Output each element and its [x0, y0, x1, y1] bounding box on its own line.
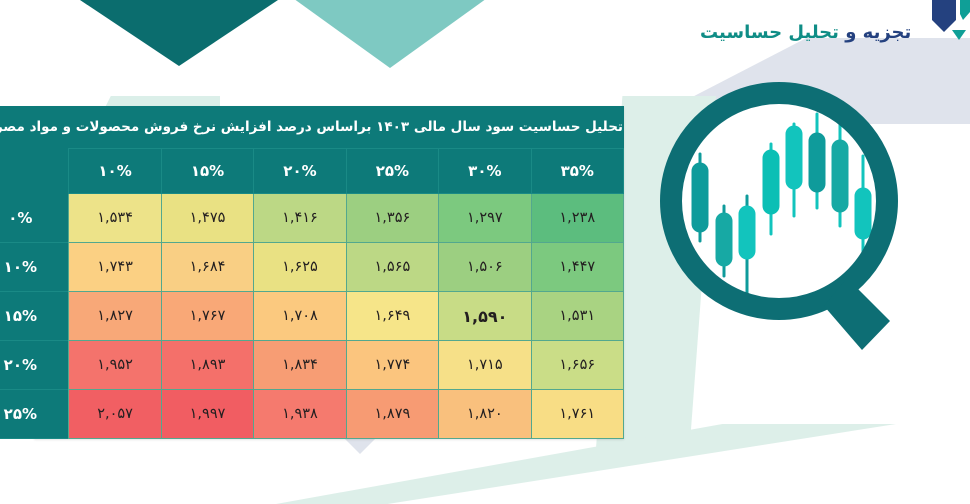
table-cell: ۱,۸۹۳ [160, 340, 255, 390]
row-header-4: ۲۵% [0, 389, 70, 439]
table-cell: ۱,۷۴۳ [68, 242, 162, 292]
table-cell: ۱,۹۹۷ [160, 389, 255, 439]
table-cell: ۱,۷۶۷ [160, 291, 255, 341]
row-header-0: ۰% [0, 193, 70, 243]
row-header-2: ۱۵% [0, 291, 70, 341]
table-cell: ۱,۶۵۶ [530, 340, 625, 390]
table-cell: ۱,۴۷۵ [160, 193, 255, 243]
decor-chevron-light [240, 0, 540, 68]
table-cell: ۱,۸۷۹ [345, 389, 440, 439]
table-cell: ۱,۴۴۷ [530, 242, 625, 292]
table-corner-cell [0, 148, 70, 194]
table-cell: ۱,۴۱۶ [253, 193, 347, 243]
table-cell: ۱,۶۴۹ [345, 291, 440, 341]
row-header-3: ۲۰% [0, 340, 70, 390]
table-cell: ۱,۳۵۶ [345, 193, 440, 243]
table-body: ۱,۲۳۸ ۱,۲۹۷ ۱,۳۵۶ ۱,۴۱۶ ۱,۴۷۵ ۱,۵۳۴ ۰% ۱,۴۴۷ ۱,۵… [0, 193, 625, 439]
table-cell: ۱,۶۸۴ [160, 242, 255, 292]
table-cell: ۱,۸۲۰ [438, 389, 532, 439]
table-row: ۱,۲۳۸ ۱,۲۹۷ ۱,۳۵۶ ۱,۴۱۶ ۱,۴۷۵ ۱,۵۳۴ ۰% [0, 193, 625, 243]
column-header-1: ۳۰% [438, 148, 532, 194]
table-header-row: ۳۵% ۳۰% ۲۵% ۲۰% ۱۵% ۱۰% [0, 148, 625, 194]
sensitivity-analysis-table: تحلیل حساسیت سود سال مالی ۱۴۰۳ براساس در… [0, 106, 625, 439]
table-cell: ۱,۹۳۸ [253, 389, 347, 439]
table-row: ۱,۵۳۱ ۱,۵۹۰ ۱,۶۴۹ ۱,۷۰۸ ۱,۷۶۷ ۱,۸۲۷ ۱۵% [0, 291, 625, 341]
column-header-5: ۱۰% [68, 148, 162, 194]
row-header-1: ۱۰% [0, 242, 70, 292]
company-logo-icon [922, 0, 970, 46]
table-cell: ۱,۷۱۵ [438, 340, 532, 390]
table-row: ۱,۶۵۶ ۱,۷۱۵ ۱,۷۷۴ ۱,۸۳۴ ۱,۸۹۳ ۱,۹۵۲ ۲۰% [0, 340, 625, 390]
table-cell: ۱,۸۳۴ [253, 340, 347, 390]
table-cell: ۱,۵۹۰ [438, 291, 532, 341]
column-header-4: ۱۵% [160, 148, 255, 194]
column-header-3: ۲۰% [253, 148, 347, 194]
column-header-2: ۲۵% [345, 148, 440, 194]
table-row: ۱,۷۶۱ ۱,۸۲۰ ۱,۸۷۹ ۱,۹۳۸ ۱,۹۹۷ ۲,۰۵۷ ۲۵% [0, 389, 625, 439]
page-title-part-2: تحلیل حساسیت [700, 22, 839, 43]
table-cell: ۲,۰۵۷ [68, 389, 162, 439]
table-cell: ۱,۶۲۵ [253, 242, 347, 292]
page-title: تجزیه و تحلیل حساسیت [700, 22, 936, 43]
decor-chevron-dark [14, 0, 344, 66]
table-cell: ۱,۷۰۸ [253, 291, 347, 341]
table-title: تحلیل حساسیت سود سال مالی ۱۴۰۳ براساس در… [0, 106, 624, 148]
table-cell: ۱,۷۷۴ [345, 340, 440, 390]
table-cell: ۱,۷۶۱ [530, 389, 625, 439]
table-cell: ۱,۲۹۷ [438, 193, 532, 243]
table-cell: ۱,۵۰۶ [438, 242, 532, 292]
magnifying-glass-candlestick-icon [634, 66, 970, 406]
column-header-0: ۳۵% [530, 148, 625, 194]
page-title-part-1: تجزیه و [845, 22, 912, 43]
table-row: ۱,۴۴۷ ۱,۵۰۶ ۱,۵۶۵ ۱,۶۲۵ ۱,۶۸۴ ۱,۷۴۳ ۱۰% [0, 242, 625, 292]
table-cell: ۱,۸۲۷ [68, 291, 162, 341]
table-cell: ۱,۹۵۲ [68, 340, 162, 390]
table-cell: ۱,۵۳۱ [530, 291, 625, 341]
table-cell: ۱,۵۳۴ [68, 193, 162, 243]
table-cell: ۱,۵۶۵ [345, 242, 440, 292]
table-cell: ۱,۲۳۸ [530, 193, 625, 243]
